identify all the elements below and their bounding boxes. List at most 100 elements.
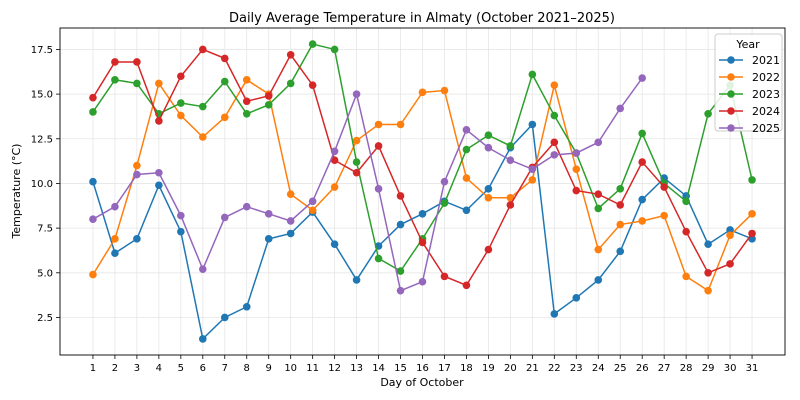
data-point xyxy=(748,210,756,218)
data-point xyxy=(264,210,273,218)
data-point xyxy=(396,220,405,229)
data-point xyxy=(396,286,405,295)
data-point xyxy=(242,302,251,311)
data-point xyxy=(352,158,361,166)
data-point xyxy=(440,199,449,207)
data-point xyxy=(528,70,537,79)
data-point xyxy=(594,190,603,198)
x-tick-label: 18 xyxy=(460,363,473,374)
data-point xyxy=(638,129,646,138)
legend-marker xyxy=(727,56,735,64)
data-point xyxy=(682,272,690,281)
x-tick-label: 13 xyxy=(350,363,363,374)
data-point xyxy=(242,202,251,211)
legend-label: 2022 xyxy=(752,71,780,84)
data-point xyxy=(374,120,383,129)
data-point xyxy=(242,97,251,106)
series-line xyxy=(92,77,643,292)
data-point xyxy=(155,79,163,88)
x-tick-label: 26 xyxy=(636,363,649,374)
data-point xyxy=(440,272,449,281)
data-point xyxy=(396,192,405,200)
data-point xyxy=(528,120,537,129)
legend-marker xyxy=(727,90,735,98)
data-point xyxy=(111,58,119,66)
x-tick-label: 9 xyxy=(266,363,272,374)
data-point xyxy=(704,240,712,249)
data-point xyxy=(199,335,207,343)
data-point xyxy=(550,151,559,159)
y-tick-label: 5.0 xyxy=(37,268,53,279)
data-point xyxy=(308,206,317,215)
data-point xyxy=(220,77,229,86)
data-point xyxy=(594,204,603,213)
data-point xyxy=(418,210,427,218)
y-tick-label: 12.5 xyxy=(31,134,53,145)
data-point xyxy=(220,113,229,122)
x-tick-label: 31 xyxy=(746,363,759,374)
x-tick-label: 27 xyxy=(658,363,671,374)
x-tick-label: 20 xyxy=(504,363,517,374)
data-point xyxy=(177,111,185,120)
data-point xyxy=(484,185,493,193)
x-tick-label: 29 xyxy=(702,363,715,374)
data-point xyxy=(704,269,712,277)
data-point xyxy=(330,156,339,165)
data-point xyxy=(704,286,712,295)
x-tick-label: 19 xyxy=(482,363,495,374)
data-point xyxy=(704,109,712,118)
data-point xyxy=(682,197,690,206)
data-point xyxy=(506,142,515,150)
data-point xyxy=(308,197,317,206)
legend-label: 2023 xyxy=(752,88,780,101)
x-tick-label: 6 xyxy=(200,363,206,374)
data-point xyxy=(111,249,119,257)
data-point xyxy=(550,310,559,318)
data-point xyxy=(528,165,537,173)
x-tick-label: 12 xyxy=(328,363,341,374)
y-axis-label: Temperature (°C) xyxy=(10,144,23,240)
legend: Year 2021 2022 2023 2024 2025 xyxy=(714,33,783,135)
data-point xyxy=(374,185,383,193)
data-point xyxy=(220,213,229,222)
x-axis-label: Day of October xyxy=(380,376,464,389)
data-point xyxy=(308,40,317,48)
data-point xyxy=(199,265,207,274)
data-point xyxy=(616,104,625,113)
data-point xyxy=(638,217,646,225)
data-point xyxy=(286,51,295,59)
data-point xyxy=(638,195,646,204)
data-point xyxy=(133,161,141,170)
data-point xyxy=(484,245,493,254)
data-point xyxy=(616,220,625,229)
data-point xyxy=(177,99,185,107)
data-point xyxy=(111,235,119,243)
data-point xyxy=(638,158,646,166)
data-point xyxy=(594,138,603,147)
x-tick-label: 7 xyxy=(222,363,228,374)
data-point xyxy=(264,101,273,109)
x-tick-label: 11 xyxy=(306,363,319,374)
data-point xyxy=(638,74,646,82)
data-point xyxy=(418,238,427,247)
x-tick-label: 3 xyxy=(134,363,140,374)
data-point xyxy=(572,186,581,195)
data-point xyxy=(133,58,141,66)
data-point xyxy=(506,201,515,209)
data-point xyxy=(440,86,449,95)
data-point xyxy=(89,177,97,186)
x-tick-label: 28 xyxy=(680,363,693,374)
legend-title: Year xyxy=(735,38,760,51)
data-point xyxy=(616,247,625,256)
data-point xyxy=(89,108,97,116)
data-point xyxy=(462,126,471,134)
data-point xyxy=(550,138,559,147)
data-point xyxy=(155,181,163,190)
data-point xyxy=(550,111,559,120)
data-point xyxy=(484,193,493,202)
data-point xyxy=(199,102,207,111)
series-group xyxy=(89,40,756,343)
data-point xyxy=(726,260,734,268)
data-point xyxy=(286,79,295,88)
data-point xyxy=(418,88,427,97)
